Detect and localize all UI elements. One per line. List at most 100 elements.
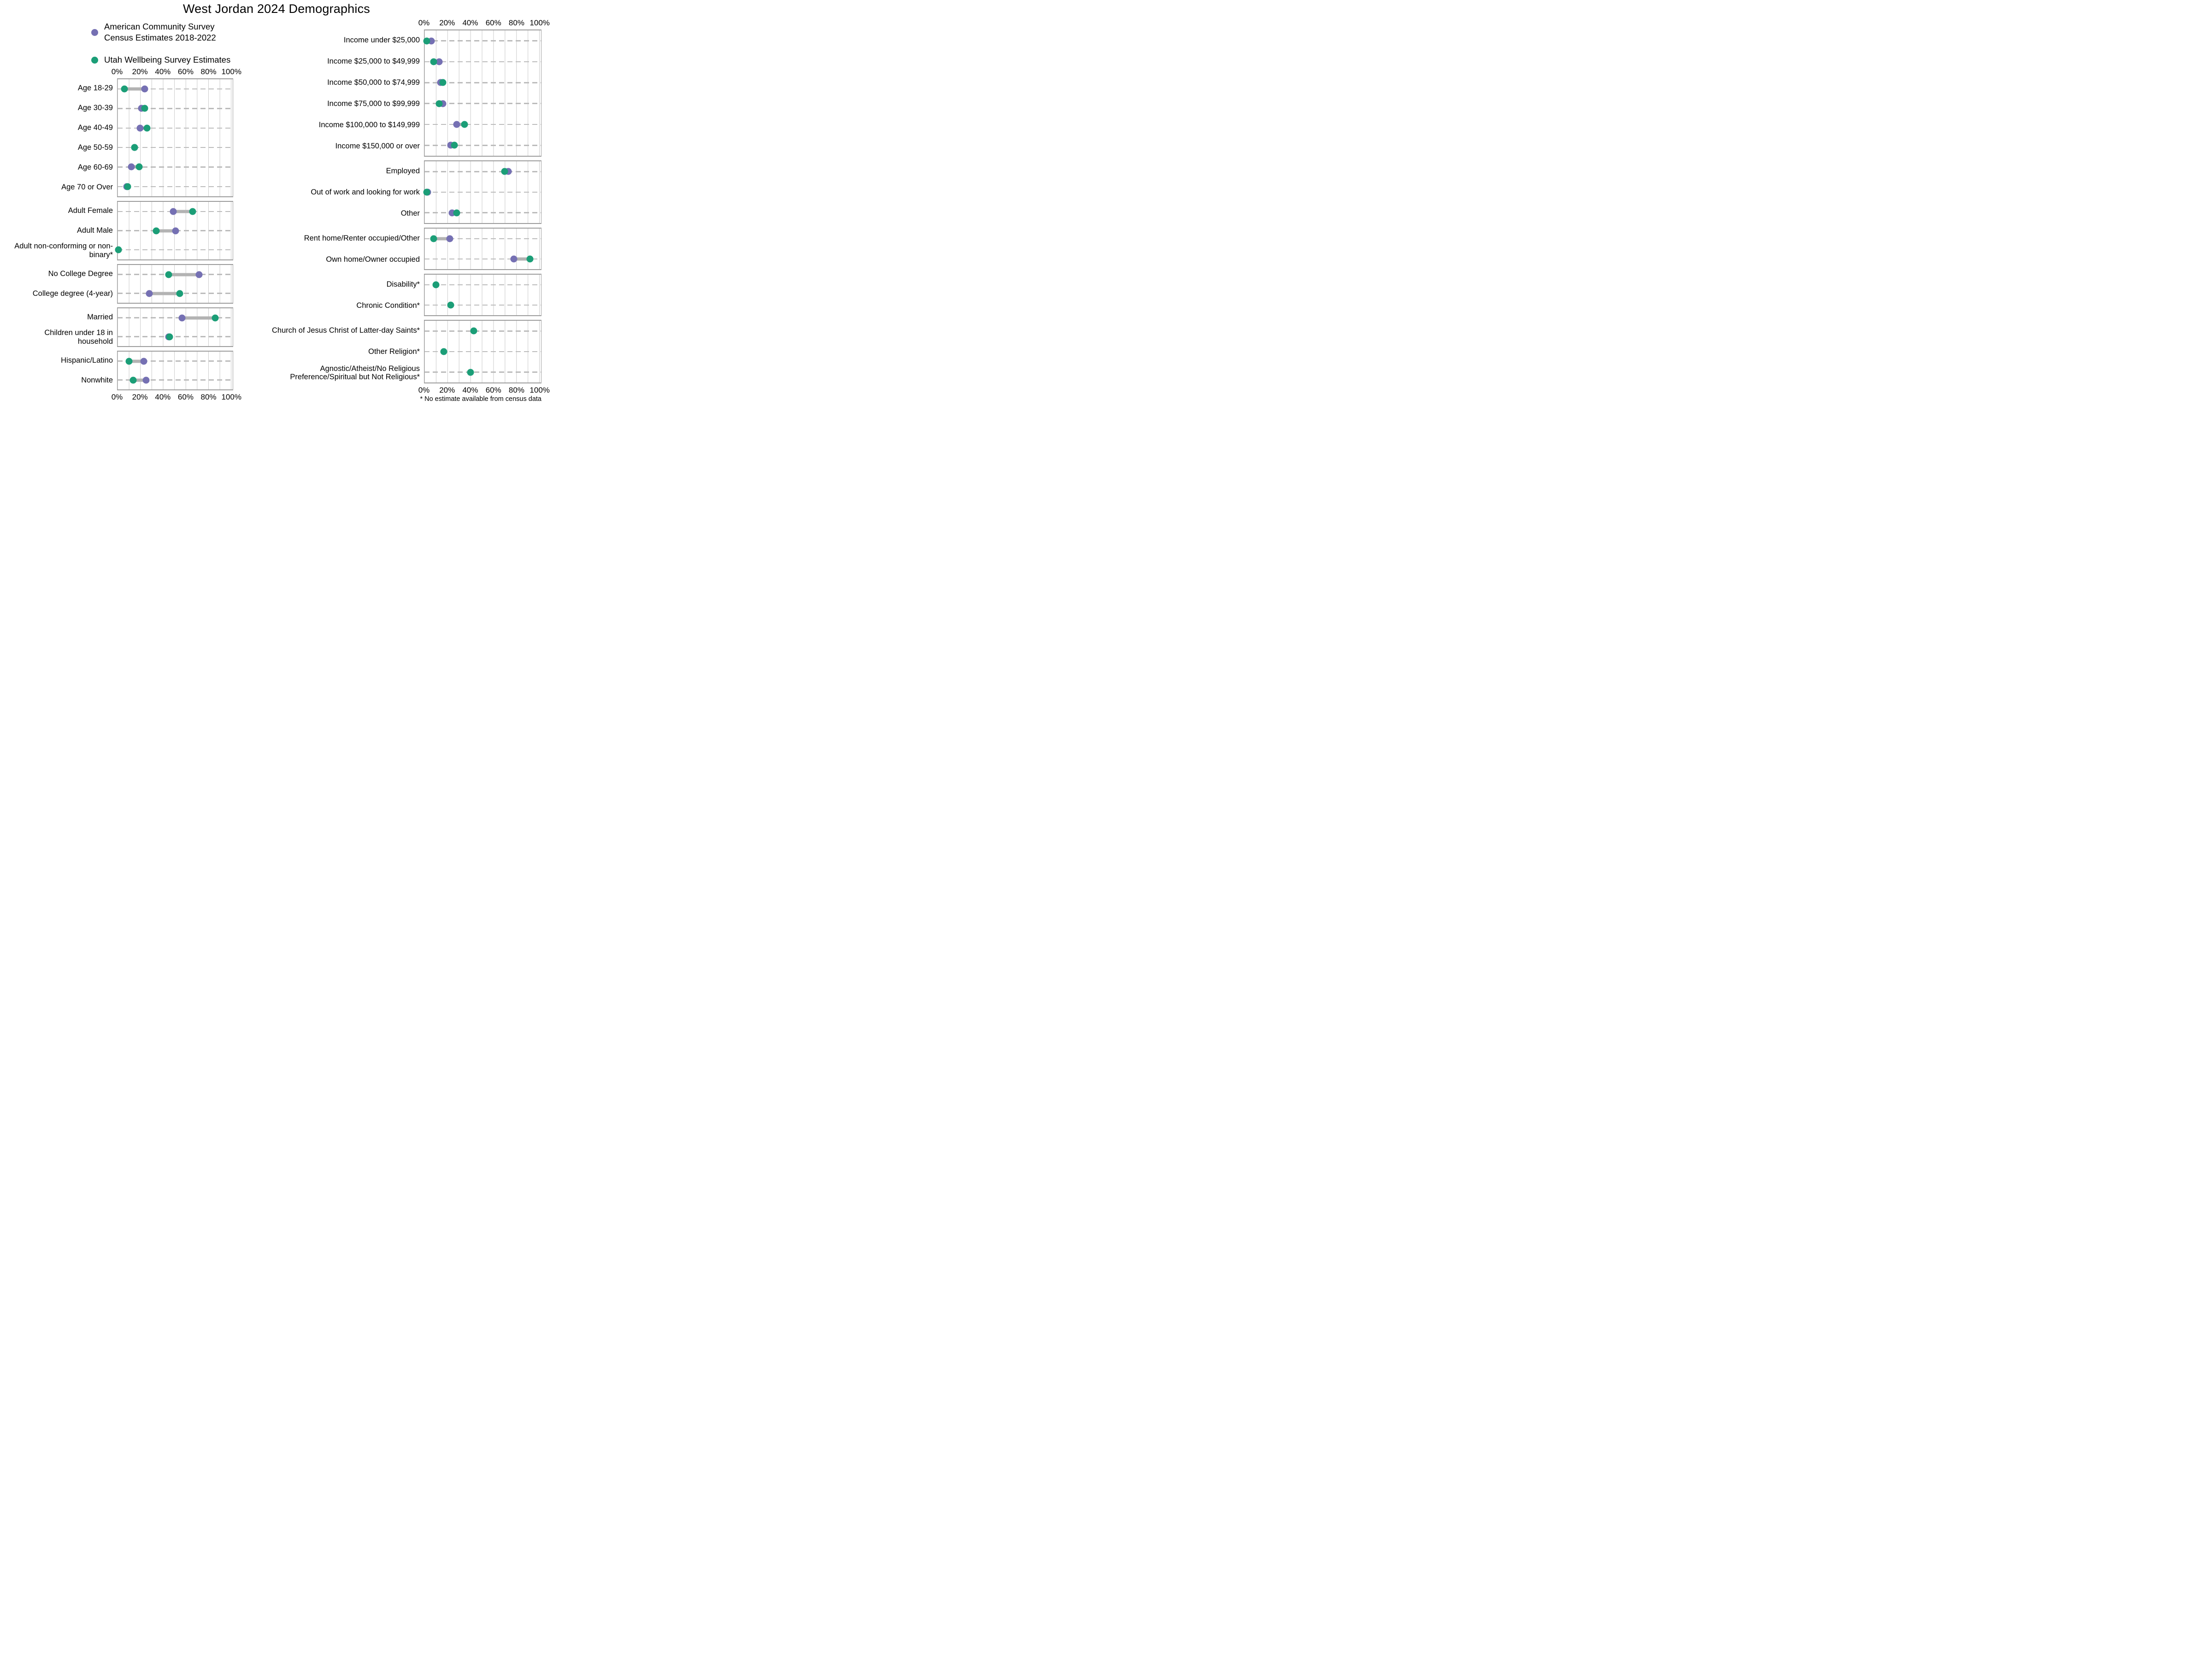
plot-row [118,221,233,241]
row-label: Nonwhite [81,376,113,385]
survey-dot [501,168,508,175]
census-dot [140,358,147,365]
census-dot [195,271,203,278]
survey-legend-dot-icon [91,56,98,64]
census-legend-dot-icon [91,29,98,36]
panel-label-column: Hispanic/Latino Nonwhite [12,351,117,390]
survey-dot [439,79,447,86]
plot-row [118,118,233,138]
survey-dot [135,163,143,171]
panel: Rent home/Renter occupied/Other Own home/… [264,228,541,270]
dashed-midline [424,171,541,172]
row-label: Income $100,000 to $149,999 [318,120,420,129]
dashed-midline [424,145,541,146]
axis-tick-label: 100% [221,393,241,401]
legend-label-survey: Utah Wellbeing Survey Estimates [104,55,231,65]
row-label: Adult non-conforming or non-binary* [14,242,113,259]
row-label: Married [87,313,113,322]
row-label: Other [400,209,420,218]
axis-tick-label: 80% [508,386,524,394]
row-label: Other Religion* [368,347,420,356]
connector-bar [131,165,139,169]
row-label: Age 18-29 [77,84,113,93]
plot-row [118,202,233,221]
survey-dot [153,227,160,234]
survey-dot [461,121,468,128]
survey-dot [430,235,437,242]
axis-tick-label: 60% [177,67,194,76]
survey-dot [121,85,128,93]
connector-bar [156,229,176,232]
plot-row [423,30,541,51]
connector-bar [173,210,193,213]
survey-dot [447,301,454,309]
plot-row [118,352,233,371]
connector-bar [433,237,450,241]
plot-row [424,161,541,182]
panel: Adult Female Adult Male Adult non-conformi… [12,201,233,260]
dashed-midline [424,103,541,104]
panel: Income under $25,000 Income $25,000 to $4… [264,29,541,157]
panel-label-column: Disability* Chronic Condition* [264,274,424,316]
plot-row [424,362,541,382]
row-label: Adult Female [68,206,113,215]
census-dot [172,227,179,234]
panel: Employed Out of work and looking for work… [264,160,541,224]
dashed-midline [118,186,233,188]
row-label: Income $150,000 or over [335,141,420,150]
axis-tick-label: 0% [111,393,123,401]
axis-tick-label: 20% [132,67,148,76]
plot-row [424,93,541,114]
survey-dot [432,281,440,288]
plot-row [118,308,233,327]
row-label: Own home/Owner occupied [326,255,420,264]
plot-row [424,275,541,295]
row-label: Age 30-39 [77,104,113,112]
dashed-midline [118,249,233,251]
census-dot [128,163,135,171]
row-label: Income under $25,000 [343,35,420,44]
dashed-midline [424,124,541,125]
row-label: Out of work and looking for work [311,188,420,196]
census-dot [146,290,153,297]
survey-dot [440,348,447,355]
survey-dot [115,246,122,253]
chart-title: West Jordan 2024 Demographics [182,2,370,16]
legend-label-census-line1: American Community Survey [104,22,215,31]
plot-row [118,138,233,157]
dashed-midline [424,82,541,83]
dashed-midline [118,379,233,381]
plot-row [424,51,541,72]
panel-label-column: Age 18-29 Age 30-39 Age 40-49 Age 50-59 Age … [12,78,117,197]
panel: Age 18-29 Age 30-39 Age 40-49 Age 50-59 Age … [12,78,233,197]
dashed-midline [118,166,233,168]
dashed-midline [424,351,541,353]
survey-dot [453,209,460,217]
row-label: Adult Male [77,226,113,235]
panel-label-column: Church of Jesus Christ of Latter-day Sai… [264,320,424,383]
panel-label-column: Employed Out of work and looking for work… [264,160,424,224]
plot-row [424,341,541,362]
row-label: Employed [386,166,420,175]
census-dot [136,124,144,132]
panel-plot-area [117,78,233,197]
panel: Hispanic/Latino Nonwhite [12,351,233,390]
survey-dot [467,369,474,376]
legend: American Community Survey Census Estimat… [91,21,230,65]
plot-row [118,284,233,303]
row-label: Age 50-59 [77,143,113,152]
axis-tick-label: 80% [508,18,524,27]
dashed-midline [424,258,541,260]
survey-dot [141,105,148,112]
row-label: Disability* [386,280,420,288]
panel: Married Children under 18 in household [12,307,233,347]
panel-plot-area [423,160,541,224]
dashed-midline [118,127,233,129]
plot-row [424,135,541,156]
panel-label-column: Rent home/Renter occupied/Other Own home/… [264,228,424,270]
legend-item-census: American Community Survey Census Estimat… [91,21,230,43]
left-chart-column: 0% 20% 40% 60% 80% 100% Age 18-29 Age 30-39 Age … [12,67,241,403]
census-dot [142,377,150,383]
survey-dot [212,314,219,321]
row-label: Income $50,000 to $74,999 [327,78,420,87]
